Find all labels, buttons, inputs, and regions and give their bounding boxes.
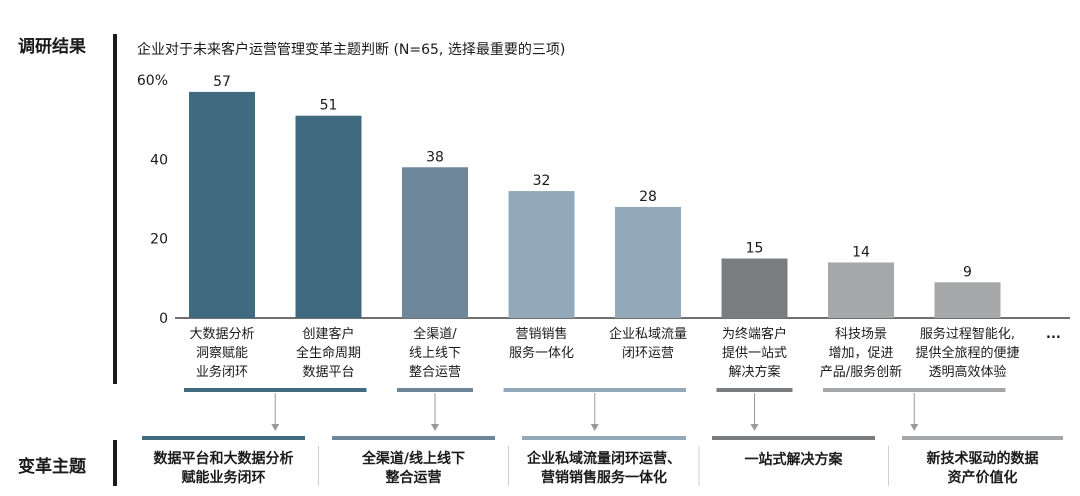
bar	[508, 191, 575, 318]
category-label: 营销销售服务一体化	[509, 326, 574, 361]
theme-bar	[522, 436, 686, 440]
bar	[934, 282, 1001, 318]
bar-value-label: 28	[639, 189, 657, 205]
bar-value-label: 38	[426, 149, 444, 165]
bar	[721, 258, 788, 318]
bar	[828, 262, 894, 318]
theme-bracket	[397, 388, 473, 392]
section-label-themes: 变革主题	[18, 456, 87, 477]
theme-label: 一站式解决方案	[745, 451, 844, 468]
theme-bracket	[503, 388, 686, 392]
y-tick-label: 40	[150, 152, 168, 168]
bar-value-label: 32	[533, 173, 551, 189]
chart-title: 企业对于未来客户运营管理变革主题判断 (N=65, 选择最重要的三项)	[137, 41, 565, 58]
findings-divider	[113, 34, 117, 384]
more-categories-ellipsis: ...	[1046, 327, 1061, 342]
bar-value-label: 9	[963, 264, 972, 280]
category-label: 为终端客户提供一站式解决方案	[722, 326, 787, 380]
theme-label: 企业私域流量闭环运营、营销销售服务一体化	[526, 450, 681, 486]
arrow-down-icon	[590, 424, 599, 431]
theme-bracket	[716, 388, 793, 392]
section-label-findings: 调研结果	[18, 36, 86, 57]
bar	[402, 167, 468, 318]
theme-bracket	[823, 388, 1006, 392]
y-tick-label: 0	[159, 311, 168, 327]
category-label: 企业私域流量闭环运营	[609, 326, 687, 361]
theme-bar	[902, 436, 1063, 440]
bar-value-label: 15	[746, 241, 764, 257]
y-tick-label: 60%	[137, 73, 168, 89]
theme-label: 全渠道/线上线下整合运营	[361, 450, 465, 486]
theme-bracket	[184, 388, 367, 392]
themes-divider	[113, 440, 117, 486]
theme-bar	[142, 436, 305, 440]
bar-value-label: 57	[213, 74, 231, 90]
category-label: 服务过程智能化,提供全旅程的便捷透明高效体验	[915, 326, 1019, 380]
category-label: 科技场景增加，促进产品/服务创新	[820, 327, 902, 380]
arrow-down-icon	[750, 424, 759, 431]
theme-label: 数据平台和大数据分析赋能业务闭环	[154, 450, 294, 486]
arrow-down-icon	[431, 424, 439, 431]
theme-label: 新技术驱动的数据资产价值化	[927, 450, 1039, 486]
bar	[295, 115, 362, 318]
arrow-down-icon	[910, 424, 919, 431]
y-axis: 0 20 40 60%	[137, 73, 1070, 327]
category-label: 创建客户全生命周期数据平台	[296, 326, 361, 380]
theme-bar	[332, 436, 495, 440]
category-label: 全渠道/线上线下整合运营	[409, 326, 461, 380]
arrow-down-icon	[271, 424, 280, 431]
bar	[615, 206, 681, 318]
bars: 57 51 38 32 28 15 14 9	[189, 74, 1001, 319]
bar	[189, 91, 255, 319]
y-tick-label: 20	[150, 232, 168, 248]
category-label: 大数据分析洞察赋能业务闭环	[189, 327, 254, 380]
bar-value-label: 51	[320, 98, 338, 114]
theme-groups: 数据平台和大数据分析赋能业务闭环 全渠道/线上线下整合运营 企业私域流量闭环运营、营…	[142, 388, 1063, 486]
bar-value-label: 14	[852, 244, 870, 260]
theme-bar	[712, 436, 875, 440]
